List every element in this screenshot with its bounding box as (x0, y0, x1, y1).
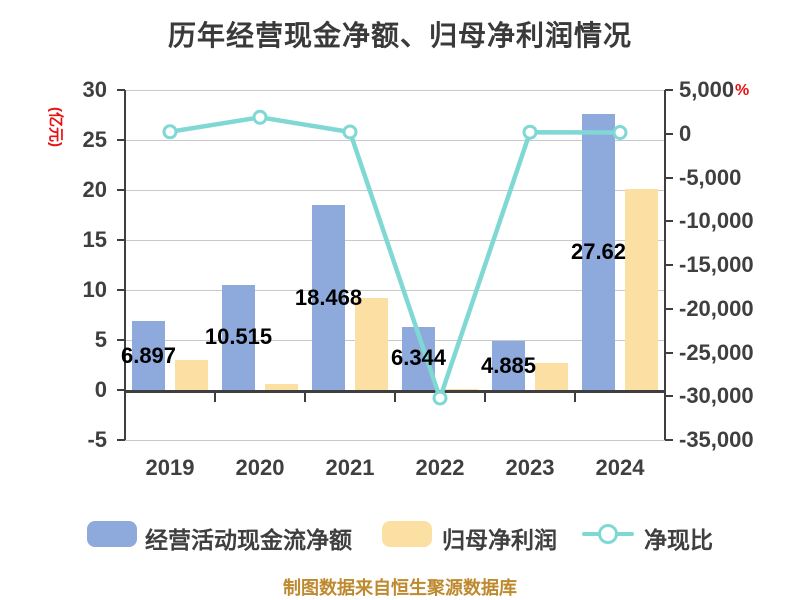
x-axis-label: 2022 (415, 455, 465, 480)
x-axis-tick (124, 390, 126, 402)
left-axis-tick-label: 30 (82, 77, 107, 102)
x-axis-label: 2019 (145, 455, 195, 480)
right-axis-tick (665, 351, 673, 354)
legend-label-operating-cash: 经营活动现金流净额 (145, 527, 352, 553)
right-axis-tick (665, 395, 673, 398)
left-axis-tick (117, 439, 125, 441)
right-axis-tick (665, 220, 673, 223)
bar-value-label: 6.344 (390, 345, 447, 371)
legend-swatch-operating-cash (87, 521, 137, 547)
right-axis-tick-label: 0 (679, 120, 692, 146)
legend-swatch-net-profit (382, 521, 432, 547)
left-axis-tick (117, 189, 125, 191)
bar-net-profit (175, 360, 208, 390)
bar-operating-cash (312, 205, 345, 390)
left-axis-tick-label: 15 (82, 227, 107, 252)
left-axis-tick (117, 289, 125, 291)
x-axis-label: 2021 (325, 455, 375, 480)
right-axis-tick-label: -35,000 (679, 427, 754, 452)
right-axis-tick-label: -15,000 (679, 252, 754, 277)
x-axis-tick (394, 390, 396, 402)
gridline (125, 240, 665, 241)
bar-value-label: 18.468 (294, 284, 363, 310)
data-source-note: 制图数据来自恒生聚源数据库 (283, 578, 517, 598)
right-axis-tick-label: 5,000 (679, 77, 735, 102)
gridline (125, 440, 665, 441)
left-axis-tick (117, 339, 125, 341)
x-axis-label: 2020 (235, 455, 285, 480)
chart-title: 历年经营现金净额、归母净利润情况 (167, 20, 632, 51)
left-axis-tick-label: 25 (82, 127, 107, 152)
right-axis-unit-label: % (735, 82, 750, 99)
right-axis-tick-label: -10,000 (679, 208, 754, 234)
bar-operating-cash (492, 341, 525, 390)
x-axis-tick (484, 390, 486, 402)
ratio-line-point (522, 124, 538, 140)
left-axis-tick-label: -5 (87, 427, 107, 452)
right-axis-tick-label: -5,000 (679, 164, 742, 190)
gridline (125, 340, 665, 341)
left-axis-tick-label: 5 (94, 327, 107, 352)
right-axis-tick (665, 176, 673, 179)
bar-operating-cash (582, 113, 615, 390)
right-axis-tick-label: -30,000 (679, 383, 754, 409)
left-axis-tick (117, 239, 125, 241)
left-axis-tick-label: 20 (82, 177, 107, 202)
legend-marker-icon (598, 524, 618, 544)
right-axis-tick-label: -25,000 (679, 339, 754, 365)
x-axis-tick (214, 390, 216, 402)
ratio-line-point (432, 390, 448, 406)
gridline (125, 190, 665, 191)
bar-value-label: 27.62 (570, 238, 627, 264)
right-axis-tick (665, 307, 673, 310)
right-axis-tick (665, 264, 673, 266)
left-axis-tick-label: 10 (82, 277, 107, 302)
bar-operating-cash (222, 284, 255, 390)
ratio-line-point (342, 124, 358, 140)
right-axis-tick-label: -20,000 (679, 295, 754, 321)
right-axis-tick (665, 89, 673, 91)
left-axis-tick (117, 389, 125, 391)
gridline (125, 90, 665, 91)
left-axis-line (124, 90, 126, 440)
bar-net-profit (445, 388, 478, 390)
gridline (125, 290, 665, 291)
bar-net-profit (265, 383, 298, 390)
x-axis-label: 2023 (505, 455, 555, 480)
bar-value-label: 4.885 (480, 352, 537, 378)
ratio-line-point (612, 125, 628, 141)
x-axis-tick (574, 390, 576, 402)
bar-net-profit (355, 298, 388, 390)
gridline (125, 140, 665, 141)
legend-label-net-cash-ratio: 净现比 (644, 527, 713, 553)
x-axis-tick (304, 390, 306, 402)
left-axis-tick-label: 0 (94, 377, 107, 402)
right-axis-line (664, 90, 666, 440)
right-axis-tick (665, 439, 673, 441)
x-axis-tick (664, 390, 666, 402)
left-axis-tick (117, 139, 125, 141)
x-axis-label: 2024 (595, 455, 645, 480)
ratio-line-point (252, 109, 268, 125)
bar-operating-cash (132, 321, 165, 390)
legend-label-net-profit: 归母净利润 (442, 527, 557, 553)
bar-value-label: 10.515 (204, 324, 273, 350)
bar-net-profit (535, 363, 568, 390)
bar-net-profit (625, 189, 658, 390)
right-axis-tick (665, 132, 673, 135)
ratio-line-point (162, 124, 178, 140)
bar-value-label: 6.897 (120, 342, 177, 368)
left-axis-tick (117, 89, 125, 91)
